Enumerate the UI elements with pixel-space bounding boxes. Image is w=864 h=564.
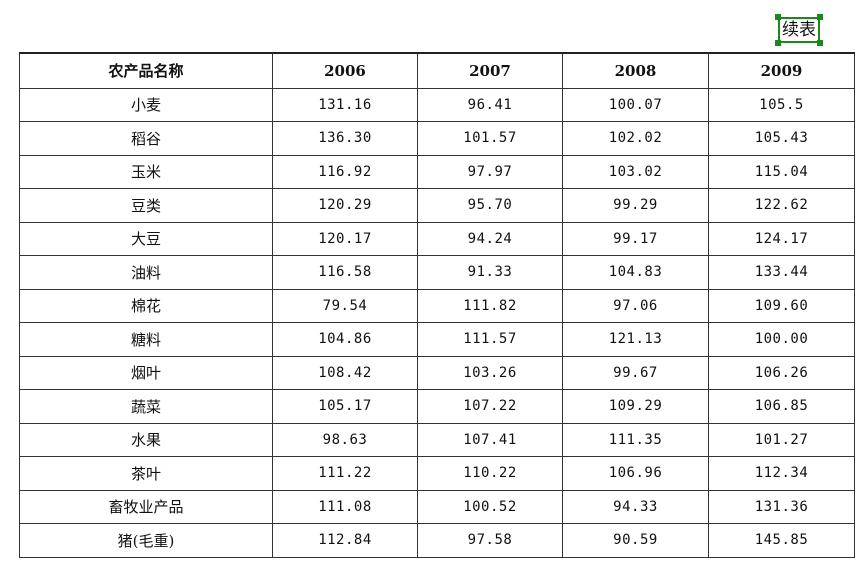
table-row: 茶叶 111.22 110.22 106.96 112.34 [19, 456, 855, 491]
product-name-cell: 糖料 [19, 322, 273, 357]
product-name-cell: 玉米 [19, 154, 273, 189]
product-name-cell: 猪(毛重) [19, 523, 273, 558]
index-value-cell: 120.29 [272, 188, 418, 223]
index-value-cell: 107.22 [417, 389, 563, 424]
index-value-cell: 112.34 [708, 456, 855, 491]
index-value-cell: 105.5 [708, 87, 855, 122]
index-value-cell: 100.00 [708, 322, 855, 357]
index-value-cell: 116.58 [272, 255, 418, 290]
product-name-cell: 畜牧业产品 [19, 489, 273, 524]
product-name-cell: 豆类 [19, 188, 273, 223]
index-value-cell: 108.42 [272, 355, 418, 390]
index-value-cell: 131.16 [272, 87, 418, 122]
header-year: 2009 [708, 52, 855, 89]
resize-handle-top-left[interactable] [775, 14, 781, 20]
table-row: 豆类 120.29 95.70 99.29 122.62 [19, 188, 855, 223]
header-product-name: 农产品名称 [19, 52, 273, 89]
index-value-cell: 111.08 [272, 489, 418, 524]
index-value-cell: 97.58 [417, 523, 563, 558]
index-value-cell: 100.52 [417, 489, 563, 524]
table-row: 大豆 120.17 94.24 99.17 124.17 [19, 221, 855, 256]
product-name-cell: 水果 [19, 422, 273, 457]
index-value-cell: 100.07 [562, 87, 709, 122]
header-year: 2007 [417, 52, 563, 89]
index-value-cell: 94.33 [562, 489, 709, 524]
index-value-cell: 105.43 [708, 121, 855, 156]
index-value-cell: 103.02 [562, 154, 709, 189]
index-value-cell: 109.60 [708, 288, 855, 323]
index-value-cell: 106.96 [562, 456, 709, 491]
index-value-cell: 107.41 [417, 422, 563, 457]
index-value-cell: 115.04 [708, 154, 855, 189]
index-value-cell: 90.59 [562, 523, 709, 558]
index-value-cell: 133.44 [708, 255, 855, 290]
table-row: 水果 98.63 107.41 111.35 101.27 [19, 422, 855, 457]
table-row: 玉米 116.92 97.97 103.02 115.04 [19, 154, 855, 189]
product-name-cell: 稻谷 [19, 121, 273, 156]
product-name-cell: 棉花 [19, 288, 273, 323]
index-value-cell: 94.24 [417, 221, 563, 256]
index-value-cell: 105.17 [272, 389, 418, 424]
index-value-cell: 106.26 [708, 355, 855, 390]
product-name-cell: 大豆 [19, 221, 273, 256]
continued-label-text: 续表 [782, 20, 816, 40]
table-row: 糖料 104.86 111.57 121.13 100.00 [19, 322, 855, 357]
index-value-cell: 101.27 [708, 422, 855, 457]
index-value-cell: 97.97 [417, 154, 563, 189]
index-value-cell: 95.70 [417, 188, 563, 223]
index-value-cell: 112.84 [272, 523, 418, 558]
index-value-cell: 111.82 [417, 288, 563, 323]
index-value-cell: 111.22 [272, 456, 418, 491]
product-name-cell: 小麦 [19, 87, 273, 122]
index-value-cell: 98.63 [272, 422, 418, 457]
header-year: 2008 [562, 52, 709, 89]
index-value-cell: 103.26 [417, 355, 563, 390]
index-value-cell: 109.29 [562, 389, 709, 424]
index-value-cell: 99.17 [562, 221, 709, 256]
table-row: 油料 116.58 91.33 104.83 133.44 [19, 255, 855, 290]
index-value-cell: 99.29 [562, 188, 709, 223]
table-row: 棉花 79.54 111.82 97.06 109.60 [19, 288, 855, 323]
index-value-cell: 122.62 [708, 188, 855, 223]
table-row: 猪(毛重) 112.84 97.58 90.59 145.85 [19, 523, 855, 558]
index-value-cell: 131.36 [708, 489, 855, 524]
product-name-cell: 烟叶 [19, 355, 273, 390]
resize-handle-bottom-right[interactable] [817, 40, 823, 46]
table-row: 烟叶 108.42 103.26 99.67 106.26 [19, 355, 855, 390]
index-value-cell: 102.02 [562, 121, 709, 156]
product-name-cell: 茶叶 [19, 456, 273, 491]
index-value-cell: 99.67 [562, 355, 709, 390]
table-row: 稻谷 136.30 101.57 102.02 105.43 [19, 121, 855, 156]
index-value-cell: 110.22 [417, 456, 563, 491]
index-value-cell: 120.17 [272, 221, 418, 256]
table-header-row: 农产品名称 2006 2007 2008 2009 [19, 52, 855, 89]
index-value-cell: 104.83 [562, 255, 709, 290]
index-value-cell: 79.54 [272, 288, 418, 323]
resize-handle-top-right[interactable] [817, 14, 823, 20]
index-value-cell: 91.33 [417, 255, 563, 290]
index-value-cell: 111.35 [562, 422, 709, 457]
index-value-cell: 96.41 [417, 87, 563, 122]
index-value-cell: 111.57 [417, 322, 563, 357]
continued-table-label[interactable]: 续表 [778, 17, 820, 43]
table-row: 畜牧业产品 111.08 100.52 94.33 131.36 [19, 489, 855, 524]
index-value-cell: 106.85 [708, 389, 855, 424]
resize-handle-bottom-left[interactable] [775, 40, 781, 46]
table-row: 蔬菜 105.17 107.22 109.29 106.85 [19, 389, 855, 424]
agricultural-products-table: 农产品名称 2006 2007 2008 2009 小麦 131.16 96.41 1… [19, 52, 855, 558]
index-value-cell: 136.30 [272, 121, 418, 156]
index-value-cell: 116.92 [272, 154, 418, 189]
product-name-cell: 油料 [19, 255, 273, 290]
index-value-cell: 124.17 [708, 221, 855, 256]
index-value-cell: 101.57 [417, 121, 563, 156]
table-row: 小麦 131.16 96.41 100.07 105.5 [19, 87, 855, 122]
index-value-cell: 97.06 [562, 288, 709, 323]
index-value-cell: 121.13 [562, 322, 709, 357]
header-year: 2006 [272, 52, 418, 89]
index-value-cell: 145.85 [708, 523, 855, 558]
product-name-cell: 蔬菜 [19, 389, 273, 424]
index-value-cell: 104.86 [272, 322, 418, 357]
